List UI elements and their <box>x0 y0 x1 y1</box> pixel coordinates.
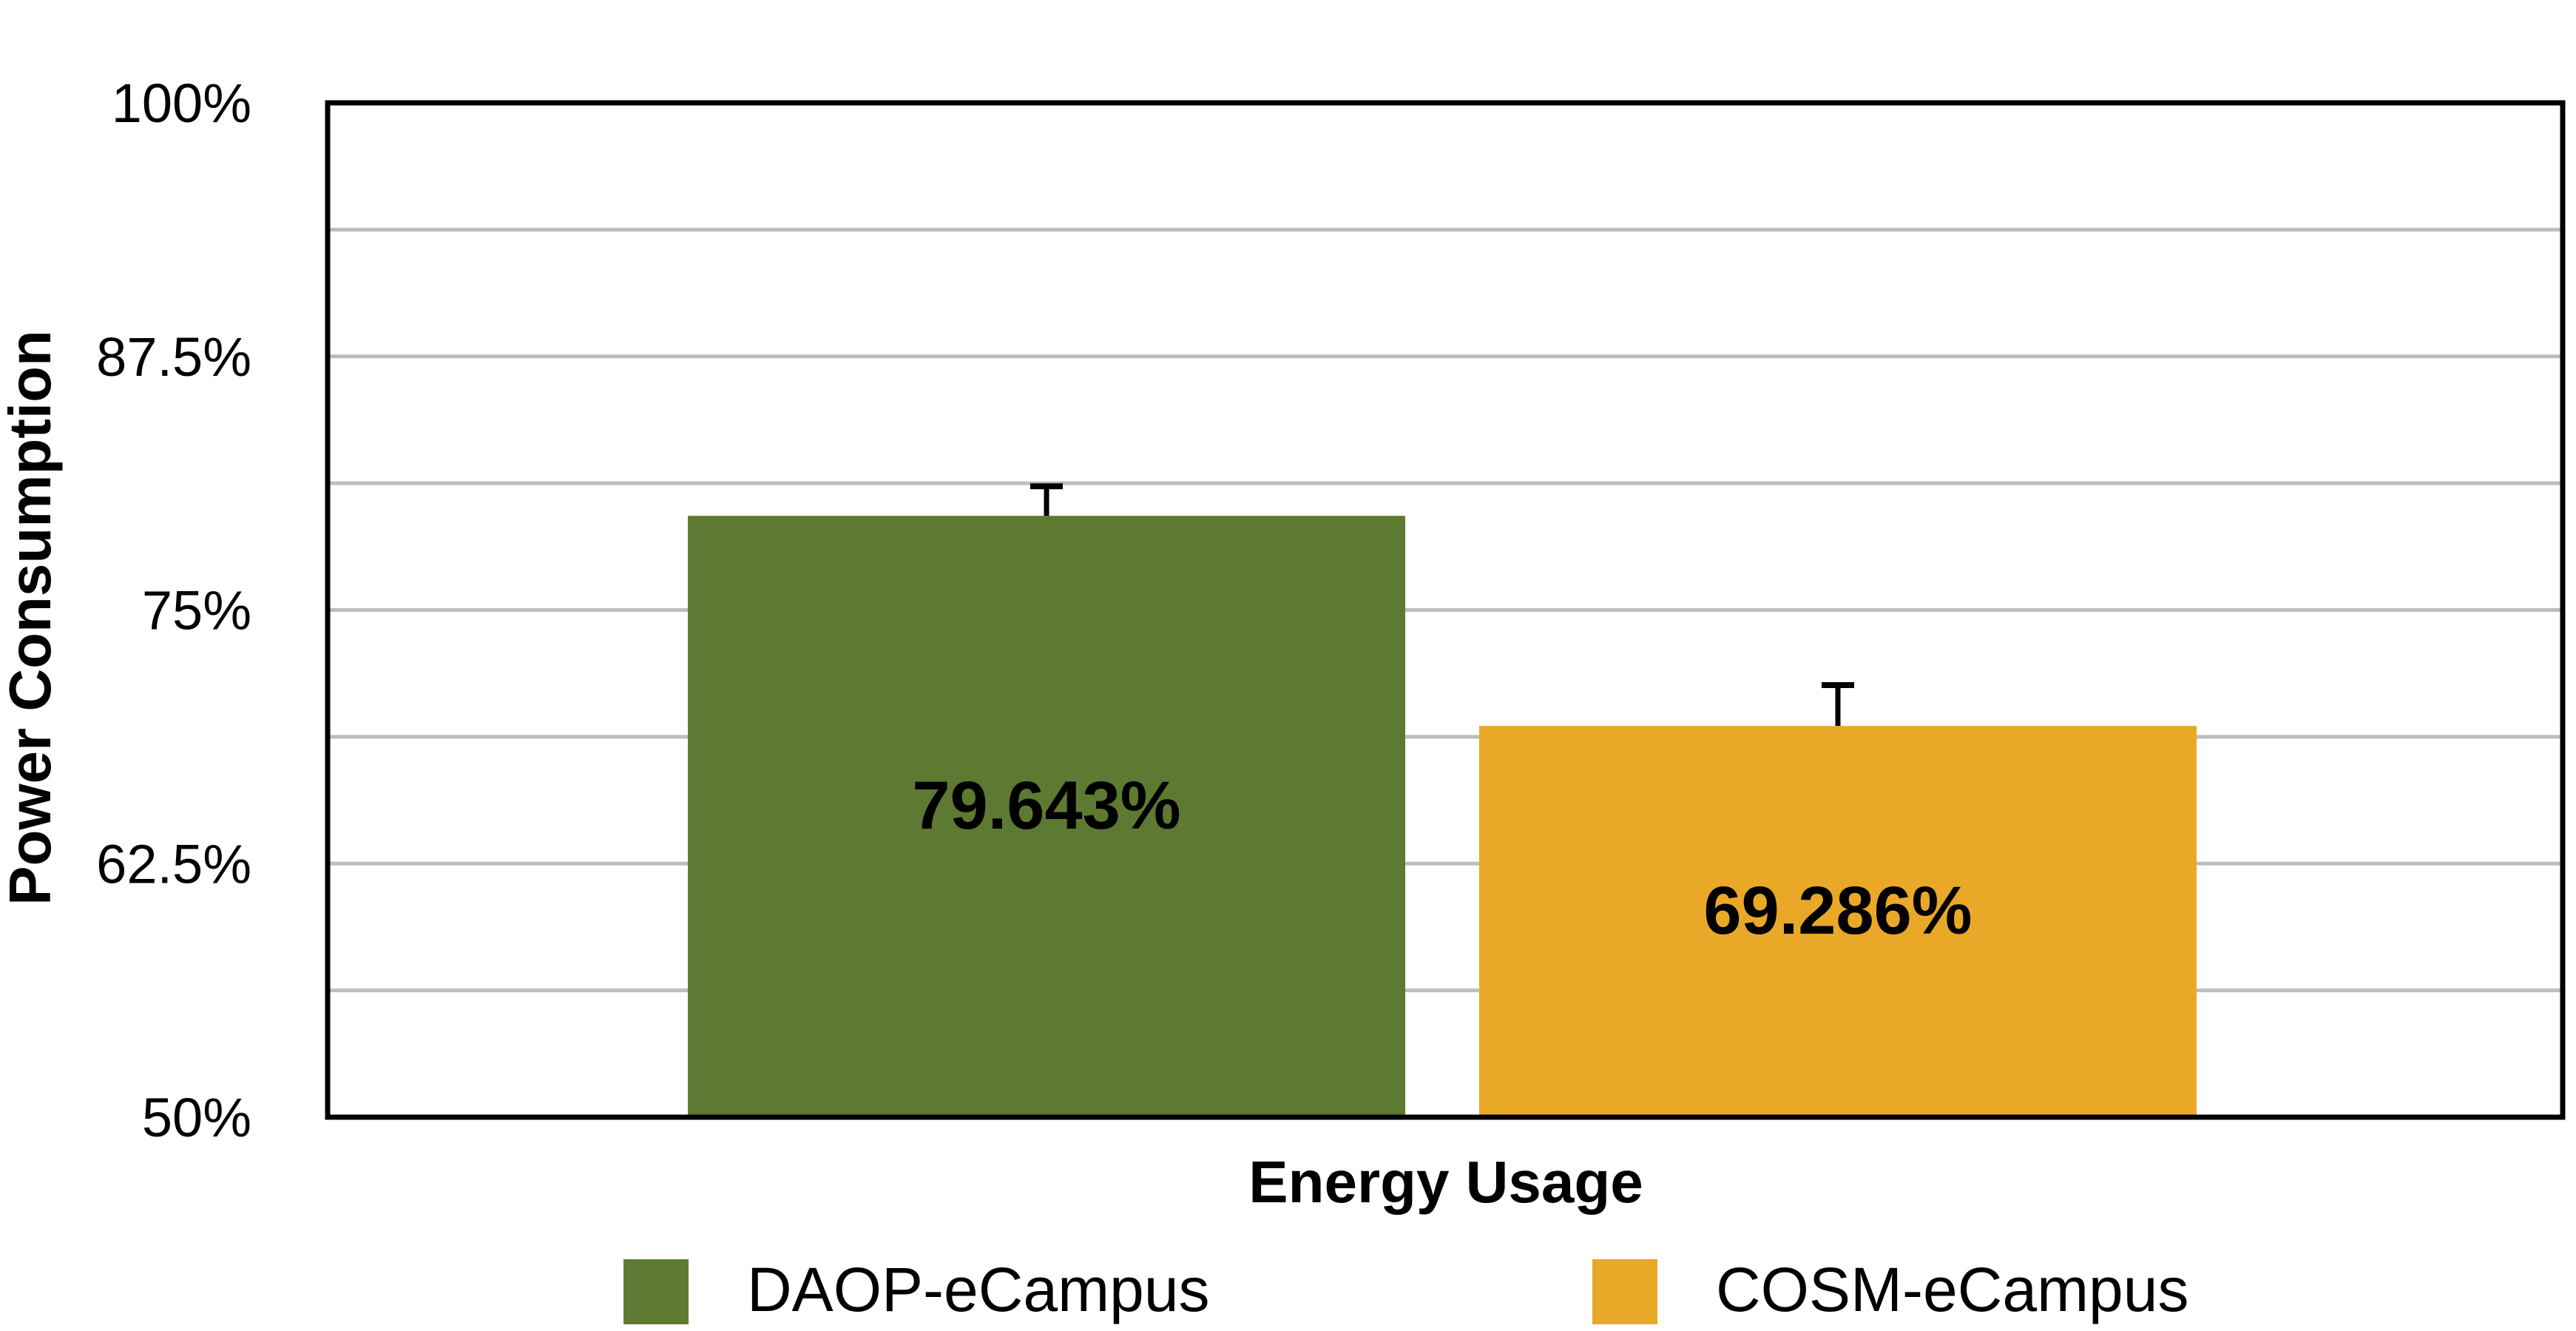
data-label-daop-ecampus: 79.643% <box>912 768 1180 843</box>
data-label-cosm-ecampus: 69.286% <box>1703 873 1972 948</box>
legend: DAOP-eCampus COSM-eCampus <box>623 1255 2188 1324</box>
y-tick-label: 62.5% <box>96 833 251 894</box>
legend-label-daop-ecampus: DAOP-eCampus <box>747 1255 1210 1324</box>
y-tick-label: 75% <box>142 580 251 641</box>
frame-layer <box>325 100 2566 1120</box>
x-axis-title: Energy Usage <box>1248 1149 1643 1215</box>
legend-swatch-cosm-ecampus <box>1592 1259 1657 1324</box>
plot-frame <box>325 100 2566 1120</box>
y-tick-labels: 50% 62.5% 75% 87.5% 100% <box>96 73 251 1148</box>
y-axis-title: Power Consumption <box>0 330 63 906</box>
legend-label-cosm-ecampus: COSM-eCampus <box>1716 1255 2188 1324</box>
grid-layer <box>328 227 2563 993</box>
bar-cosm-ecampus <box>1479 726 2197 1117</box>
bars-layer: 79.643% 69.286% <box>688 483 2197 1117</box>
y-tick-label: 100% <box>112 73 251 134</box>
y-tick-label: 87.5% <box>96 326 251 388</box>
bar-daop-ecampus <box>688 516 1405 1117</box>
legend-swatch-daop-ecampus <box>623 1259 689 1324</box>
y-tick-label: 50% <box>142 1087 251 1148</box>
